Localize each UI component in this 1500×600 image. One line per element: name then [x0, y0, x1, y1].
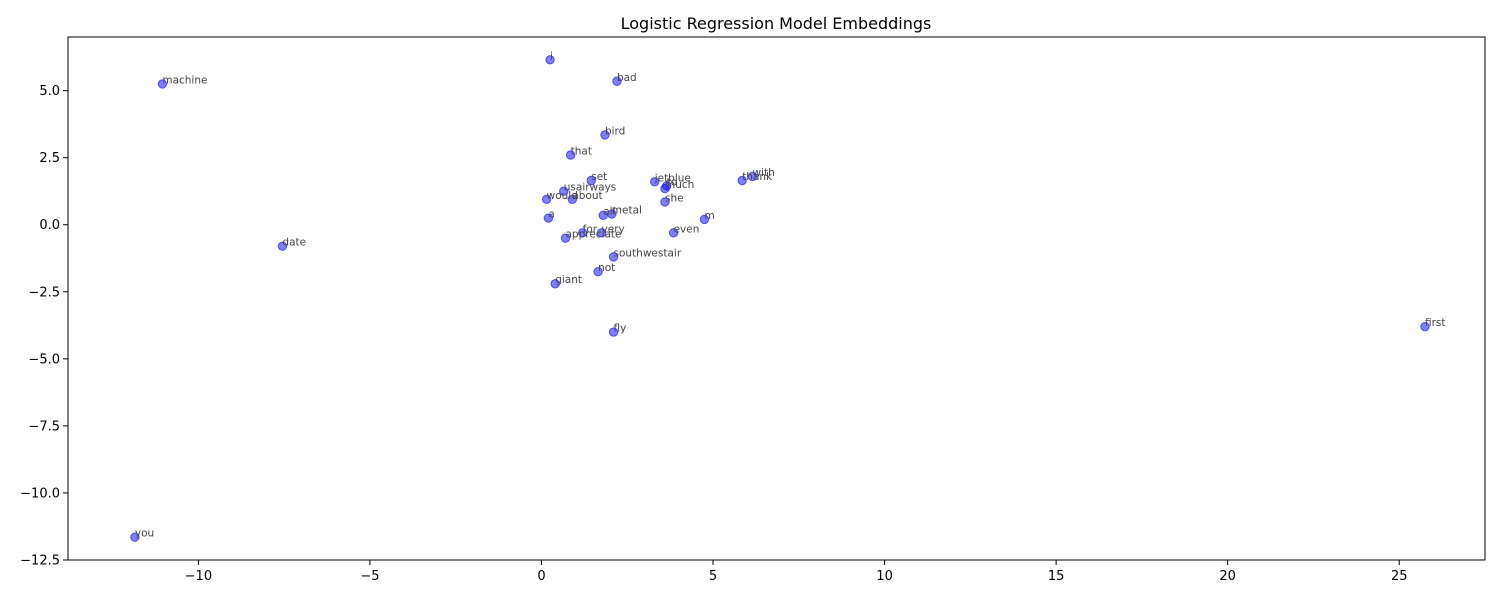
- axes-frame: [67, 36, 1486, 561]
- point-label-thank: thank: [742, 171, 773, 183]
- data-point-date: [277, 241, 288, 251]
- data-point-machine: [157, 79, 168, 89]
- point-label-for: for: [583, 223, 598, 235]
- point-label-she: she: [665, 192, 684, 204]
- data-point-that: [565, 150, 576, 160]
- y-tick-label: 2.5: [39, 151, 60, 166]
- point-label-that: that: [571, 146, 592, 158]
- data-point-very: [596, 228, 607, 238]
- point-label-all: all: [603, 206, 615, 218]
- point-label-giant: giant: [555, 274, 582, 286]
- x-tick-label: −10: [185, 569, 212, 584]
- point-label-about: about: [572, 190, 602, 202]
- point-label-jetblue: jetblue: [654, 172, 691, 184]
- data-point-would: [541, 194, 552, 204]
- data-point-first: [1420, 321, 1430, 332]
- data-point-a: [543, 213, 554, 223]
- data-point-for: [577, 228, 588, 238]
- point-label-would: would: [547, 190, 578, 202]
- point-label-even: even: [674, 223, 700, 235]
- data-point-thank: [737, 175, 747, 186]
- plot-area: −10 −5 0 5 10 15 20 25 −12.5 −10.0 −7.5 −5.0 −2.5 0.0…: [20, 50, 1445, 584]
- data-point-metal: [607, 209, 617, 219]
- data-point-she: [660, 197, 670, 207]
- point-label-a: a: [548, 209, 554, 221]
- point-label-bad: bad: [617, 72, 637, 84]
- y-tick-label: −12.5: [20, 554, 60, 569]
- data-point-southwestair: [608, 252, 619, 262]
- point-label-appreciate: appreciate: [565, 229, 621, 241]
- x-tick-label: 15: [1048, 569, 1065, 584]
- point-label-fly: fly: [614, 323, 627, 335]
- point-label-first: first: [1425, 317, 1446, 329]
- data-point-even: [668, 228, 679, 238]
- data-point-you: [130, 532, 140, 542]
- point-label-usairways: usairways: [564, 182, 617, 194]
- data-point-i: [545, 55, 555, 65]
- data-point-appreciate: [560, 233, 571, 243]
- data-point-with: [747, 171, 758, 182]
- data-point-m: [699, 214, 710, 225]
- data-point-much: [660, 183, 670, 194]
- point-label-much: much: [665, 179, 694, 191]
- y-tick-label: 5.0: [39, 84, 60, 99]
- point-label-to: to: [667, 176, 678, 188]
- y-tick-label: −2.5: [28, 285, 60, 300]
- y-tick-label: 0.0: [39, 218, 60, 233]
- x-tick-label: 20: [1219, 569, 1236, 584]
- point-label-with: with: [752, 167, 774, 179]
- data-point-jetblue: [649, 177, 660, 187]
- y-tick-label: −10.0: [20, 486, 60, 501]
- data-point-set: [586, 175, 596, 186]
- point-label-metal: metal: [612, 205, 642, 217]
- point-label-bird: bird: [605, 125, 625, 137]
- point-label-date: date: [282, 237, 306, 249]
- data-point-giant: [550, 279, 560, 289]
- data-point-not: [593, 266, 603, 277]
- data-point-bad: [612, 76, 622, 86]
- point-label-you: you: [135, 528, 154, 540]
- chart-title: Logistic Regression Model Embeddings: [621, 14, 932, 33]
- y-tick-label: −7.5: [28, 419, 60, 434]
- x-tick-label: 0: [537, 569, 545, 584]
- data-point-usairways: [559, 186, 569, 196]
- x-tick-label: 10: [876, 569, 893, 584]
- point-label-southwestair: southwestair: [614, 247, 682, 259]
- point-label-set: set: [591, 171, 607, 183]
- point-label-very: very: [602, 223, 625, 235]
- data-point-fly: [608, 327, 619, 337]
- y-tick-label: −5.0: [28, 352, 60, 367]
- x-tick-label: −5: [360, 569, 379, 584]
- point-label-not: not: [598, 262, 615, 274]
- data-point-about: [567, 194, 578, 204]
- x-tick-label: 25: [1391, 569, 1408, 584]
- point-label-i: i: [550, 50, 553, 62]
- data-point-bird: [600, 130, 610, 140]
- point-label-m: m: [704, 210, 714, 222]
- x-tick-label: 5: [709, 569, 717, 584]
- point-label-machine: machine: [162, 74, 207, 86]
